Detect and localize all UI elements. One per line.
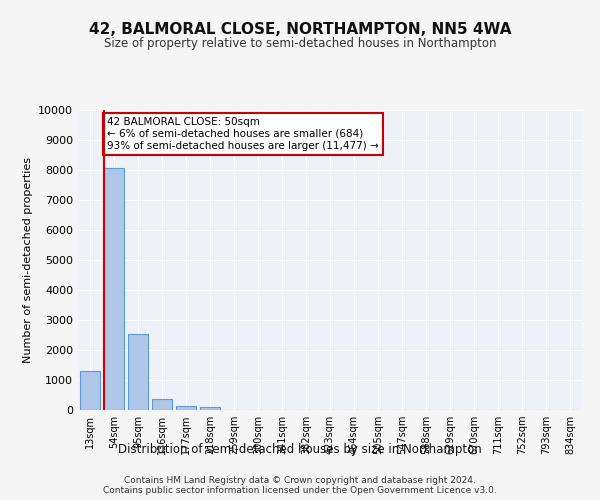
Text: Size of property relative to semi-detached houses in Northampton: Size of property relative to semi-detach… bbox=[104, 38, 496, 51]
Bar bbox=[152, 398, 172, 410]
Text: Distribution of semi-detached houses by size in Northampton: Distribution of semi-detached houses by … bbox=[118, 442, 482, 456]
Bar bbox=[104, 168, 124, 410]
Y-axis label: Number of semi-detached properties: Number of semi-detached properties bbox=[23, 157, 32, 363]
Bar bbox=[128, 334, 148, 410]
Bar bbox=[200, 407, 220, 410]
Text: Contains HM Land Registry data © Crown copyright and database right 2024.
Contai: Contains HM Land Registry data © Crown c… bbox=[103, 476, 497, 495]
Text: 42 BALMORAL CLOSE: 50sqm
← 6% of semi-detached houses are smaller (684)
93% of s: 42 BALMORAL CLOSE: 50sqm ← 6% of semi-de… bbox=[107, 118, 379, 150]
Bar bbox=[176, 406, 196, 410]
Text: 42, BALMORAL CLOSE, NORTHAMPTON, NN5 4WA: 42, BALMORAL CLOSE, NORTHAMPTON, NN5 4WA bbox=[89, 22, 511, 38]
Bar bbox=[80, 371, 100, 410]
